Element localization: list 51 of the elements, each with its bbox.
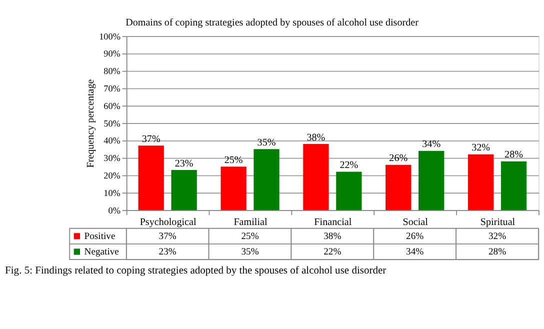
text: 25% <box>224 154 243 166</box>
bar <box>138 146 164 210</box>
data-label: 28% <box>488 246 506 258</box>
data-label: 23% <box>158 246 176 258</box>
text: 38% <box>306 132 326 144</box>
y-tick-label: 80% <box>104 66 121 76</box>
x-tick-label: Psychological <box>140 217 196 228</box>
data-label: 37% <box>158 230 176 242</box>
x-tick-label: Familial <box>234 217 268 228</box>
y-tick-label: 0% <box>108 205 121 216</box>
y-tick-label: 20% <box>104 170 121 180</box>
text: 32% <box>472 142 490 154</box>
data-label: 26% <box>406 230 424 242</box>
caption: Fig. 5: Findings related to coping strategies adopted by the spouses of alcohol use disorder <box>5 266 387 277</box>
y-axis-title: Frequency percentage <box>86 78 97 168</box>
x-tick-label: Financial <box>314 217 352 228</box>
text: 22% <box>340 160 358 172</box>
y-tick-label: 60% <box>104 100 121 111</box>
y-tick-label: 70% <box>104 83 121 94</box>
bar <box>254 149 280 210</box>
bar <box>220 166 246 210</box>
text: 23% <box>174 158 194 170</box>
data-label: 34% <box>406 246 424 258</box>
bar <box>303 144 329 210</box>
y-tick-label: 50% <box>104 118 121 128</box>
x-tick-label: Spiritual <box>480 217 516 228</box>
text: 35% <box>257 138 276 148</box>
data-label: 25% <box>241 230 259 242</box>
y-tick-label: 40% <box>104 136 121 146</box>
text: 28% <box>504 150 524 161</box>
bar <box>386 164 412 210</box>
text: 37% <box>142 134 160 146</box>
y-tick-label: 90% <box>104 48 121 59</box>
bar <box>500 161 527 210</box>
text: 26% <box>389 153 408 164</box>
data-label: 32% <box>488 230 506 242</box>
legend-label: Positive <box>84 230 116 242</box>
y-tick-label: 10% <box>104 188 121 198</box>
data-label: 22% <box>324 246 342 258</box>
bar <box>171 170 197 210</box>
x-tick-label: Social <box>402 217 428 228</box>
data-label: 35% <box>241 246 259 258</box>
data-label: 38% <box>324 230 342 242</box>
bar <box>336 172 362 210</box>
chart-title: Domains of coping strategies adopted by spouses of alcohol use disorder <box>126 18 420 29</box>
bar <box>418 150 444 210</box>
y-tick-label: 30% <box>104 153 121 164</box>
text: 34% <box>422 139 441 150</box>
y-tick-label: 100% <box>99 31 121 42</box>
bar <box>468 154 494 210</box>
legend-label: Negative <box>84 246 119 258</box>
